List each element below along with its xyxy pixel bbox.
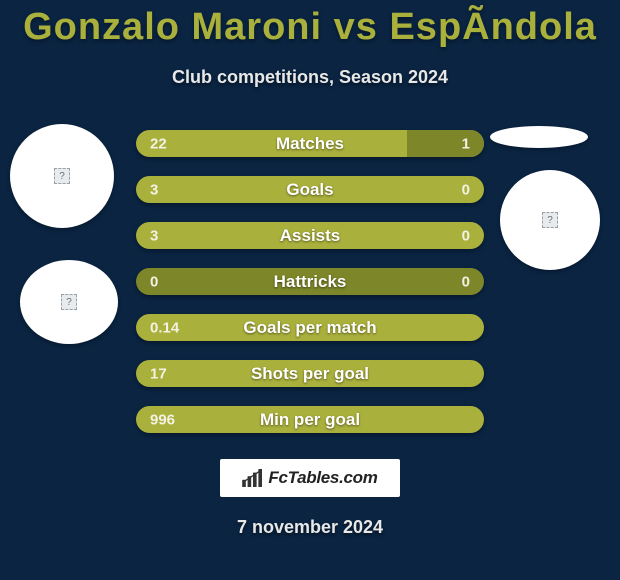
stat-row: 3 Goals 0 — [136, 176, 484, 203]
stat-left-value: 22 — [150, 135, 167, 152]
placeholder-icon: ? — [54, 168, 70, 184]
stat-left-value: 996 — [150, 411, 175, 428]
stat-row: 3 Assists 0 — [136, 222, 484, 249]
stat-row: 996 Min per goal — [136, 406, 484, 433]
page-title: Gonzalo Maroni vs EspÃ­ndola — [0, 0, 620, 49]
stat-label: Matches — [276, 134, 344, 154]
stat-label: Assists — [280, 226, 340, 246]
stat-label: Goals — [286, 180, 333, 200]
stats-container: 22 Matches 1 3 Goals 0 3 Assists 0 0 Hattricks 0 0.1… — [136, 130, 484, 433]
player-left-avatar: ? — [10, 124, 114, 228]
stat-left-value: 3 — [150, 181, 158, 198]
stat-right-value: 0 — [462, 181, 470, 198]
stat-row: 0.14 Goals per match — [136, 314, 484, 341]
stat-left-value: 3 — [150, 227, 158, 244]
stat-row: 0 Hattricks 0 — [136, 268, 484, 295]
stat-right-value: 0 — [462, 227, 470, 244]
stat-right-value: 0 — [462, 273, 470, 290]
stat-left-value: 17 — [150, 365, 167, 382]
stat-left-value: 0 — [150, 273, 158, 290]
stat-label: Goals per match — [243, 318, 376, 338]
stat-right-segment — [407, 130, 484, 157]
stat-left-value: 0.14 — [150, 319, 179, 336]
ellipse-right — [490, 126, 588, 148]
player-right-avatar: ? — [500, 170, 600, 270]
stat-label: Hattricks — [274, 272, 347, 292]
stat-row: 17 Shots per goal — [136, 360, 484, 387]
date-label: 7 november 2024 — [0, 517, 620, 538]
brand-badge[interactable]: FcTables.com — [220, 459, 400, 497]
placeholder-icon: ? — [542, 212, 558, 228]
stat-row: 22 Matches 1 — [136, 130, 484, 157]
stat-label: Min per goal — [260, 410, 360, 430]
stat-label: Shots per goal — [251, 364, 369, 384]
club-left-logo: ? — [20, 260, 118, 344]
chart-icon — [242, 469, 264, 487]
stat-right-value: 1 — [462, 135, 470, 152]
brand-label: FcTables.com — [268, 468, 377, 488]
placeholder-icon: ? — [61, 294, 77, 310]
subtitle: Club competitions, Season 2024 — [0, 67, 620, 88]
